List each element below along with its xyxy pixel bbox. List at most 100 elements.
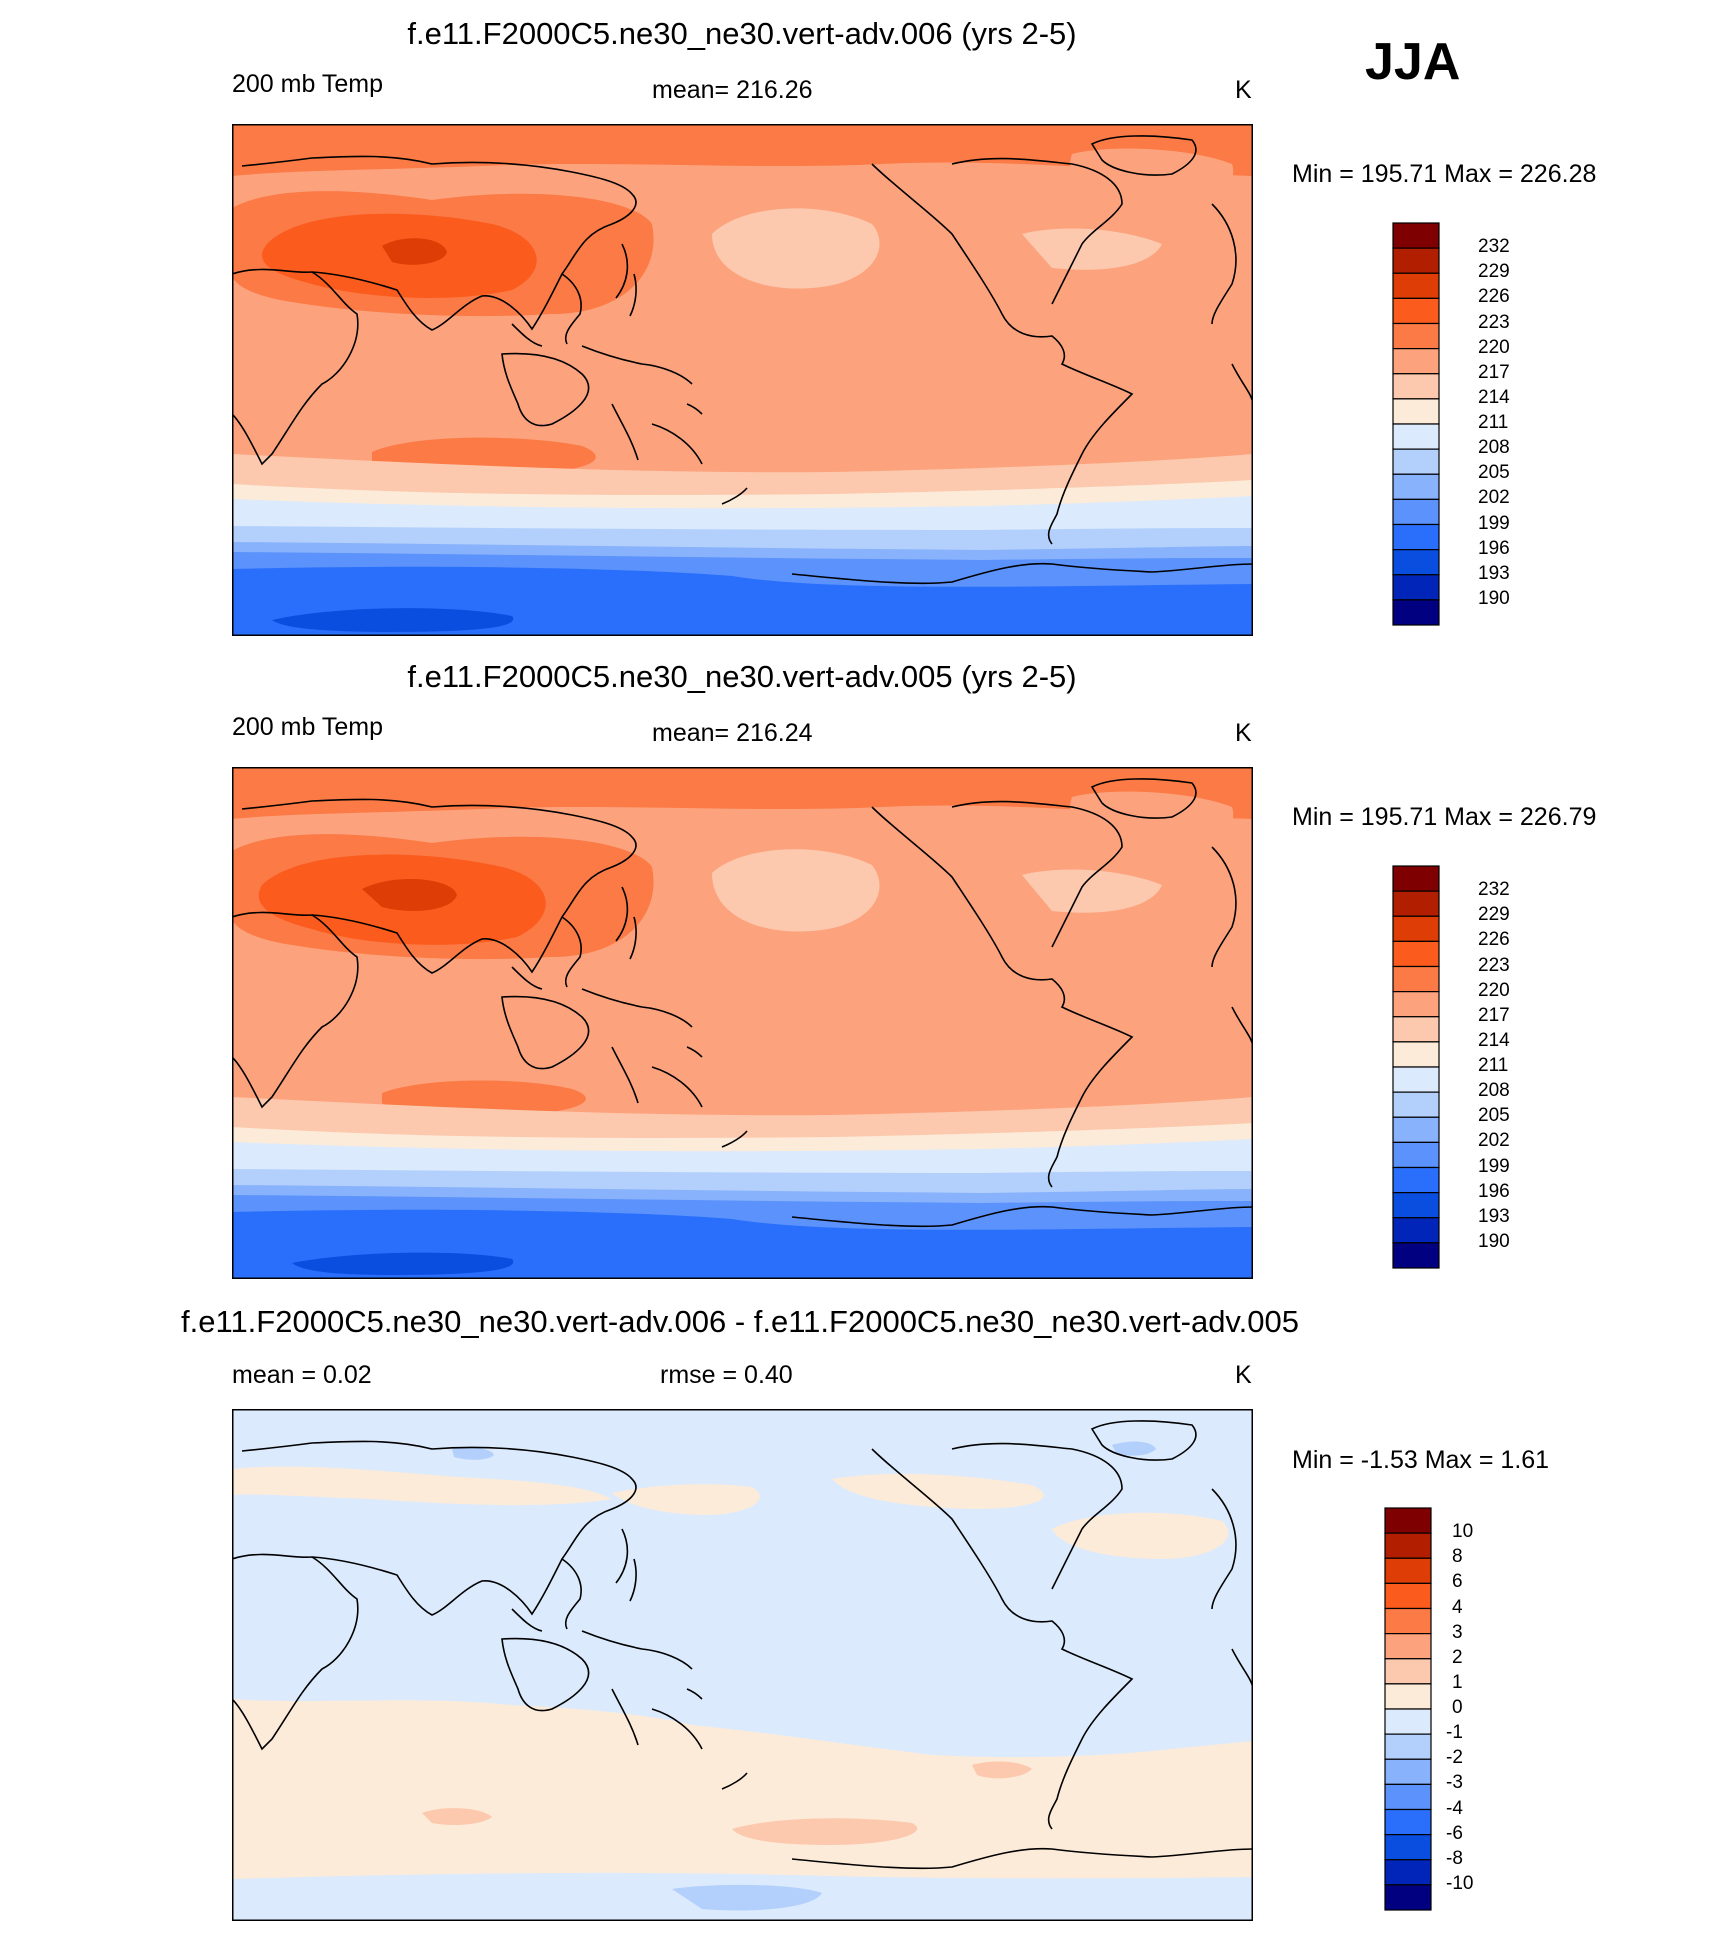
colorbar-tick-label: -8 [1446,1847,1463,1869]
colorbar-tick-label: 217 [1478,361,1510,383]
colorbar-tick-label: 211 [1478,1055,1509,1076]
colorbar-tick-label: -4 [1446,1797,1463,1819]
panel-3-field-0-north-atlantic [1052,1512,1229,1559]
colorbar-box [1384,1507,1432,1534]
panel-2-field-226-core [362,878,457,911]
panel-3-title: f.e11.F2000C5.ne30_ne30.vert-adv.006 - f… [181,1304,1299,1339]
colorbar-tick-label: 214 [1478,386,1510,408]
colorbar-tick-label: 190 [1478,587,1510,609]
colorbar-box [1392,1091,1440,1118]
colorbar-tick-label: 4 [1452,1596,1463,1618]
colorbar-box [1384,1708,1432,1735]
panel-3-field-0-kamchatka [612,1484,760,1515]
colorbar-tick-label: -6 [1446,1822,1463,1844]
colorbar-tick-label: 229 [1478,904,1510,926]
colorbar-tick-label: 208 [1478,1080,1510,1102]
panel-3-field-0-north-pacific [832,1473,1044,1509]
panel-3-field-0-north-asia [232,1466,612,1506]
colorbar-tick-label: 196 [1478,1180,1510,1202]
colorbar-tick-label: 208 [1478,437,1510,459]
panel-3-field-minus2-siberia [452,1447,494,1460]
colorbar-box [1392,1041,1440,1068]
panel-1-title: f.e11.F2000C5.ne30_ne30.vert-adv.006 (yr… [407,16,1077,51]
panel-1-mean-label: mean= 216.26 [652,76,813,104]
colorbar-tick-label: 202 [1478,1130,1510,1152]
colorbar-tick-label: 0 [1452,1697,1463,1718]
panel-2-title: f.e11.F2000C5.ne30_ne30.vert-adv.005 (yr… [407,659,1077,694]
colorbar-box [1384,1658,1432,1685]
colorbar-box [1384,1557,1432,1584]
panel-2-colorbar [1392,865,1440,1269]
panel-3-units-label: K [1235,1361,1252,1389]
panel-1-field-226-core [382,238,447,265]
panel-1-units-label: K [1235,76,1252,104]
colorbar-box [1384,1633,1432,1660]
panel-2-map-frame [232,767,1253,1279]
panel-1-coastlines [232,135,1253,585]
colorbar-box [1392,373,1440,400]
colorbar-tick-label: -3 [1446,1772,1463,1794]
colorbar-tick-label: -1 [1446,1722,1463,1744]
colorbar-box [1392,940,1440,968]
colorbar-tick-label: 1 [1452,1671,1463,1693]
colorbar-box [1384,1582,1432,1610]
panel-2-field-214-pacific [712,849,880,932]
panel-2-map [232,767,1253,1279]
colorbar-tick-label: 223 [1478,954,1510,976]
colorbar-tick-label: 205 [1478,1105,1510,1127]
colorbar-tick-label: 214 [1478,1029,1510,1051]
colorbar-box [1392,1016,1440,1043]
colorbar-box [1392,1116,1440,1143]
colorbar-box [1392,1166,1440,1194]
panel-2-minmax: Min = 195.71 Max = 226.79 [1292,803,1597,831]
panel-3-rmse-label: rmse = 0.40 [660,1361,793,1389]
panel-3-field-minus2-antarctic [672,1884,822,1911]
colorbar-box [1392,523,1440,551]
colorbar-box [1392,398,1440,425]
colorbar-box [1392,991,1440,1018]
panel-2-coastlines [232,778,1253,1228]
colorbar-box [1392,599,1440,626]
colorbar-box [1392,473,1440,500]
panel-3-field-1-south-america [972,1761,1032,1779]
colorbar-box [1384,1859,1432,1886]
colorbar-tick-label: 199 [1478,1155,1510,1177]
colorbar-tick-label: 10 [1452,1521,1474,1543]
colorbar-box [1392,322,1440,350]
colorbar-box [1384,1808,1432,1836]
panel-2-mean-label: mean= 216.24 [652,719,813,747]
colorbar-box [1384,1758,1432,1785]
panel-1-field-193-core [272,608,514,632]
colorbar-tick-label: 205 [1478,462,1510,484]
colorbar-box [1392,247,1440,274]
panel-1-field-217-greenland [1070,148,1234,210]
colorbar-box [1392,423,1440,450]
panel-1-variable-label: 200 mb Temp [232,70,384,98]
colorbar-box [1392,965,1440,993]
panel-3-coastlines [232,1420,1253,1870]
colorbar-box [1392,348,1440,375]
panel-2-variable-label: 200 mb Temp [232,713,384,741]
panel-2-field-214-atlantic [1022,869,1162,913]
colorbar-tick-label: 190 [1478,1230,1510,1252]
panel-1-colorbar [1392,222,1440,626]
colorbar-tick-label: 232 [1478,879,1510,901]
panel-2-field-193-core [292,1252,514,1275]
colorbar-tick-label: 193 [1478,562,1510,584]
panel-3-map [232,1409,1253,1921]
panel-1-field-214-pacific [712,208,880,289]
panel-3-mean-label: mean = 0.02 [232,1361,372,1389]
colorbar-tick-label: 8 [1452,1546,1463,1568]
panel-1-field-214-atlantic [1022,228,1162,270]
colorbar-tick-label: -10 [1446,1872,1474,1894]
colorbar-box [1384,1532,1432,1559]
colorbar-box [1392,1217,1440,1244]
colorbar-tick-label: 223 [1478,311,1510,333]
colorbar-box [1392,549,1440,576]
colorbar-box [1392,1242,1440,1269]
colorbar-box [1392,297,1440,325]
colorbar-tick-label: 202 [1478,487,1510,509]
colorbar-tick-label: 6 [1452,1571,1463,1593]
colorbar-tick-label: 3 [1452,1621,1463,1643]
panel-3-colorbar [1384,1507,1432,1911]
